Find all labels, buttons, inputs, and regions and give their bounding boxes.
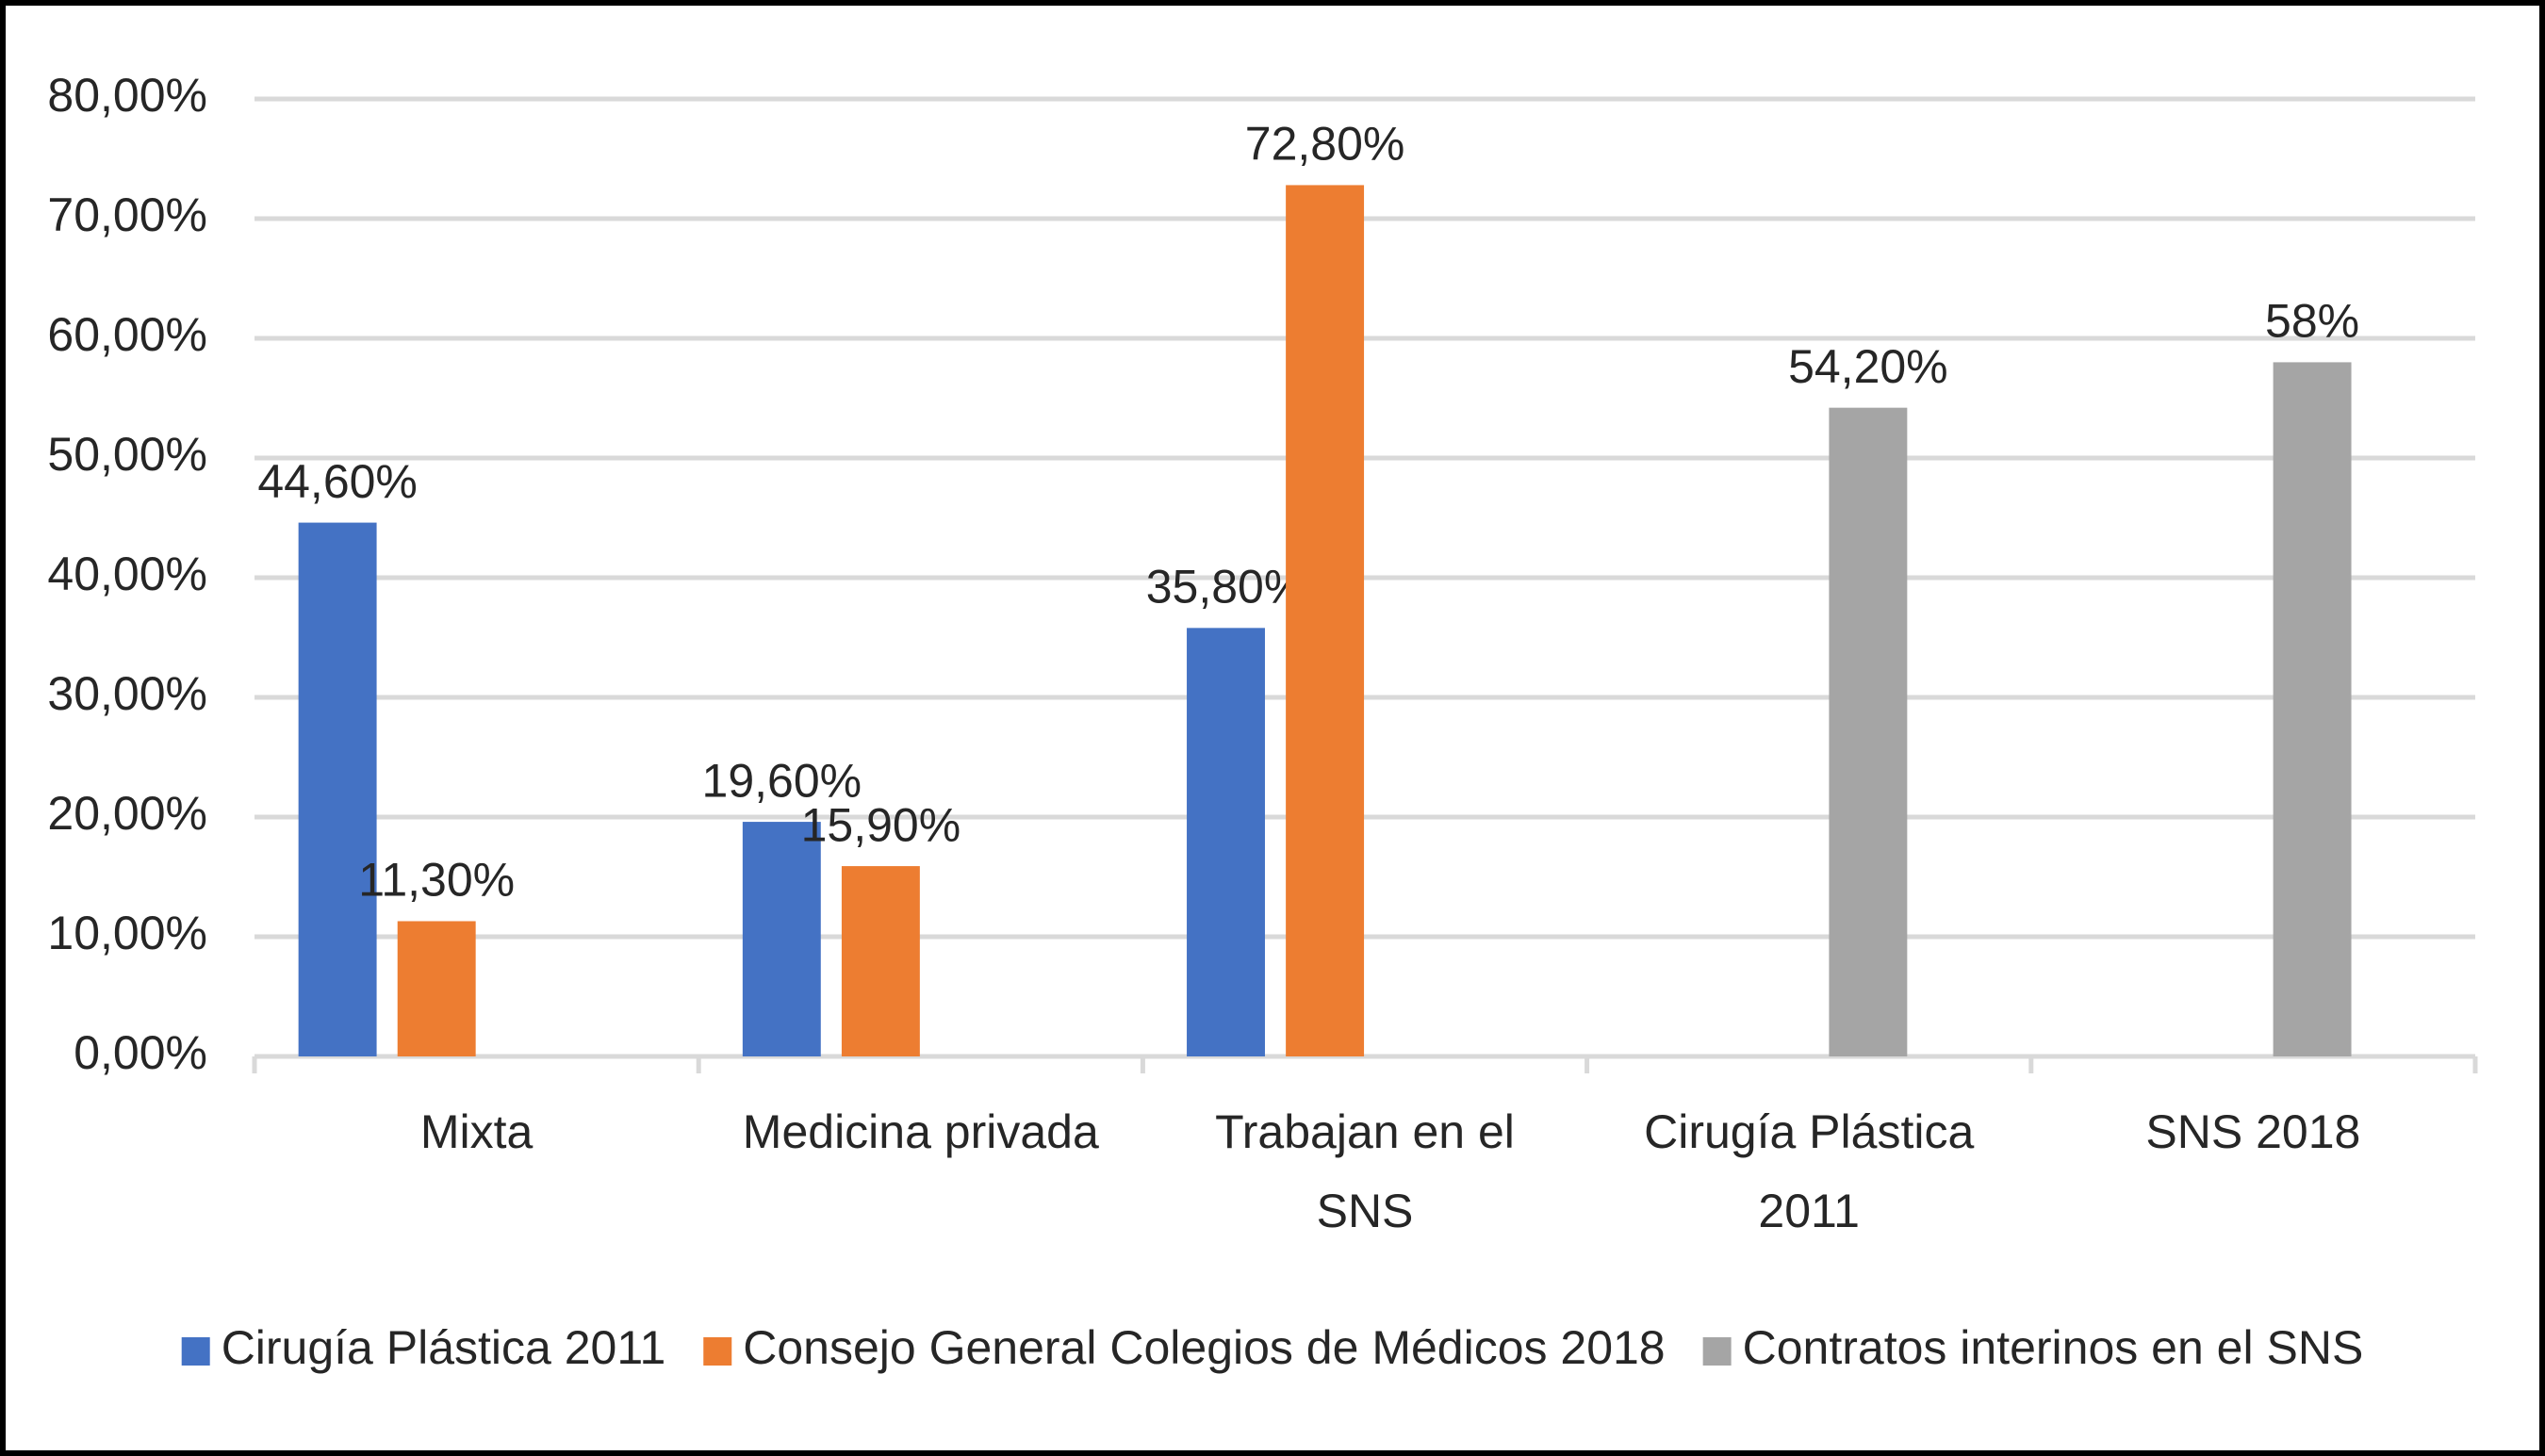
data-label: 15,90% [801,798,961,851]
y-tick-label: 10,00% [47,907,207,959]
legend-swatch [1702,1337,1732,1366]
y-tick-label: 80,00% [47,69,207,122]
y-tick-label: 0,00% [74,1026,207,1079]
bar [298,522,377,1056]
legend-label: Contratos interinos en el SNS [1743,1321,2364,1374]
data-label: 19,60% [702,754,862,807]
legend-swatch [703,1337,732,1366]
bar [742,822,821,1056]
data-label: 54,20% [1788,340,1948,393]
y-tick-label: 50,00% [47,428,207,481]
y-tick-label: 30,00% [47,667,207,720]
legend-label: Cirugía Plástica 2011 [222,1321,666,1374]
data-label: 11,30% [358,854,515,907]
data-label: 44,60% [257,455,418,508]
data-label: 58% [2265,295,2359,348]
x-tick-label: Cirugía Plástica 2011 [1644,1105,1974,1237]
bar [2273,362,2352,1056]
y-tick-label: 40,00% [47,548,207,600]
x-tick-label: Mixta [420,1105,534,1158]
bar [1829,407,1908,1056]
x-tick-label: Medicina privada [743,1105,1099,1158]
y-tick-label: 20,00% [47,787,207,840]
bar [841,866,920,1056]
data-label: 35,80% [1146,561,1306,613]
x-tick-label: Trabajan en el SNS [1215,1105,1515,1237]
legend-swatch [181,1337,210,1366]
y-tick-label: 60,00% [47,308,207,361]
bar [1286,185,1365,1056]
y-tick-label: 70,00% [47,188,207,241]
legend-label: Consejo General Colegios de Médicos 2018 [743,1321,1665,1374]
x-tick-label: SNS 2018 [2145,1105,2360,1158]
bar [397,921,476,1056]
data-label: 72,80% [1245,118,1405,171]
bar [1187,628,1265,1056]
